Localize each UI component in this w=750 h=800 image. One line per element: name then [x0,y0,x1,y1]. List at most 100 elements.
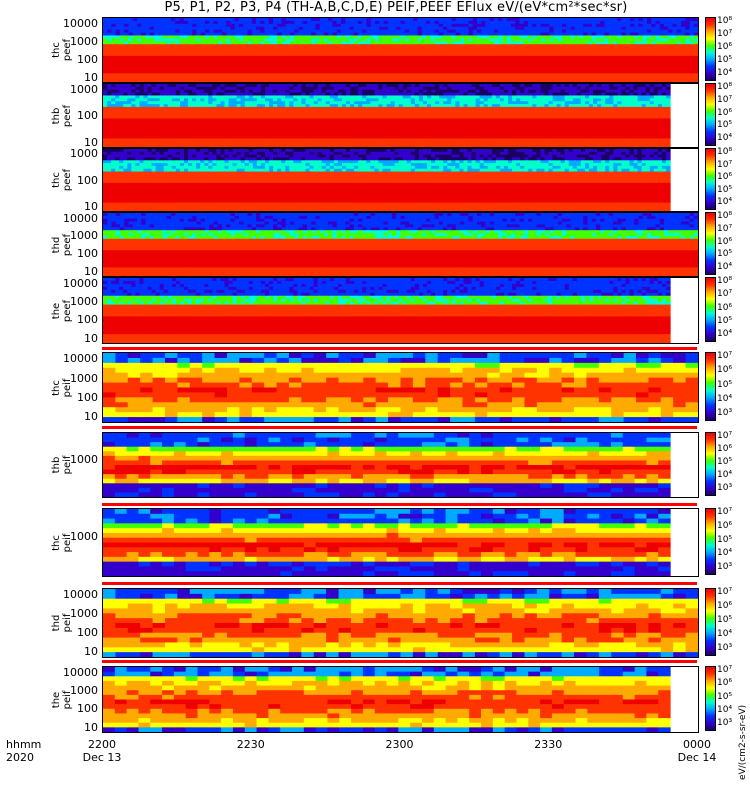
spectrogram-cell [651,50,657,54]
spectrogram-cell [305,129,311,134]
spectrogram-cell [230,50,236,54]
spectrogram-cell [230,23,236,28]
spectrogram-cell [447,138,452,142]
spectrogram-cell [224,144,230,147]
spectrogram-cell [410,112,416,117]
spectrogram-cell [439,106,444,111]
spectrogram-cell [689,47,695,51]
spectrogram-cell [183,38,189,42]
spectrogram-cell [443,144,448,147]
spectrogram-cell [435,132,440,137]
spectrogram-cell [251,44,257,48]
spectrogram-cell [672,29,678,34]
spectrogram-cell [386,115,392,119]
spectrogram-cell [557,26,563,31]
spectrogram-cell [366,26,372,31]
spectrogram-cell [232,112,238,117]
spectrogram-cell [212,84,218,88]
spectrogram-cell [414,129,420,134]
spectrogram-cell [324,23,329,28]
spectrogram-cell [642,29,648,34]
spectrogram-cell [451,52,457,57]
spectrogram-cell [485,32,491,37]
spectrogram-cell [358,61,363,66]
spectrogram-cell [163,144,169,147]
spectrogram-cell [630,67,635,71]
spectrogram-cell [443,38,448,42]
spectrogram-cell [329,109,335,114]
spectrogram-cell [264,79,270,82]
spectrogram-cell [162,44,168,48]
spectrogram-cell [309,101,315,105]
spectrogram-cell [251,38,257,42]
spectrogram-cell [167,112,173,117]
spectrogram-cell [213,67,219,71]
spectrogram-cell [494,58,499,63]
spectrogram-cell [290,38,295,42]
spectrogram-cell [297,86,303,91]
spectrogram-cell [277,121,282,125]
spectrogram-cell [216,92,222,97]
spectrogram-cell [139,89,145,94]
spectrogram-cell [188,50,193,54]
spectrogram-cell [256,55,261,60]
spectrogram-cell [285,26,291,31]
spectrogram-cell [132,23,138,28]
spectrogram-cell [396,76,402,80]
spectrogram-cell [313,112,319,117]
spectrogram-cell [621,58,627,63]
spectrogram-cell [196,52,202,57]
spectrogram-cell [426,76,431,80]
spectrogram-cell [321,132,327,137]
spectrogram-cell [139,104,145,108]
spectrogram-cell [396,38,402,42]
spectrogram-cell [200,20,206,25]
spectrogram-cell [307,41,312,45]
spectrogram-cell [421,76,427,80]
spectrogram-cell [333,115,339,119]
spectrogram-cell [273,106,278,111]
spectrogram-cell [382,129,388,134]
spectrogram-cell [672,20,678,25]
spectrogram-cell [232,109,238,114]
spectrogram-cell [311,38,317,42]
spectrogram-cell [431,86,436,91]
spectrogram-cell [394,112,400,117]
spectrogram-cell [260,23,266,28]
spectrogram-cell [422,98,428,102]
spectrogram-cell [451,58,457,63]
spectrogram-cell [145,61,151,66]
spectrogram-cell [406,92,412,97]
spectrogram-cell [208,109,213,114]
spectrogram-cell [362,109,367,114]
spectrogram-cell [248,129,254,134]
spectrogram-cell [634,26,640,31]
spectrogram-cell [131,109,136,114]
spectrogram-cell [132,52,138,57]
spectrogram-cell [468,55,474,60]
spectrogram-cell [204,118,209,122]
spectrogram-cell [192,124,197,128]
spectrogram-cell [159,98,165,102]
spectrogram-cell [147,126,153,131]
spectrogram-cell [515,47,521,51]
spectrogram-cell [370,118,375,122]
spectrogram-cell [333,86,339,91]
spectrogram-cell [413,29,419,34]
spectrogram-cell [574,20,580,25]
spectrogram-cell [236,98,242,102]
spectrogram-cell [477,73,482,77]
spectrogram-cell [226,50,232,54]
spectrogram-cell [562,35,567,39]
spectrogram-cell [290,20,295,25]
spectrogram-cell [264,32,270,37]
spectrogram-cell [349,18,355,22]
spectrogram-cell [260,76,266,80]
spectrogram-cell [431,115,436,119]
spectrogram-cell [141,64,147,69]
spectrogram-cell [139,101,145,105]
spectrogram-cell [273,129,278,134]
spectrogram-cell [557,76,563,80]
spectrogram-cell [362,41,368,45]
spectrogram-cell [439,109,444,114]
